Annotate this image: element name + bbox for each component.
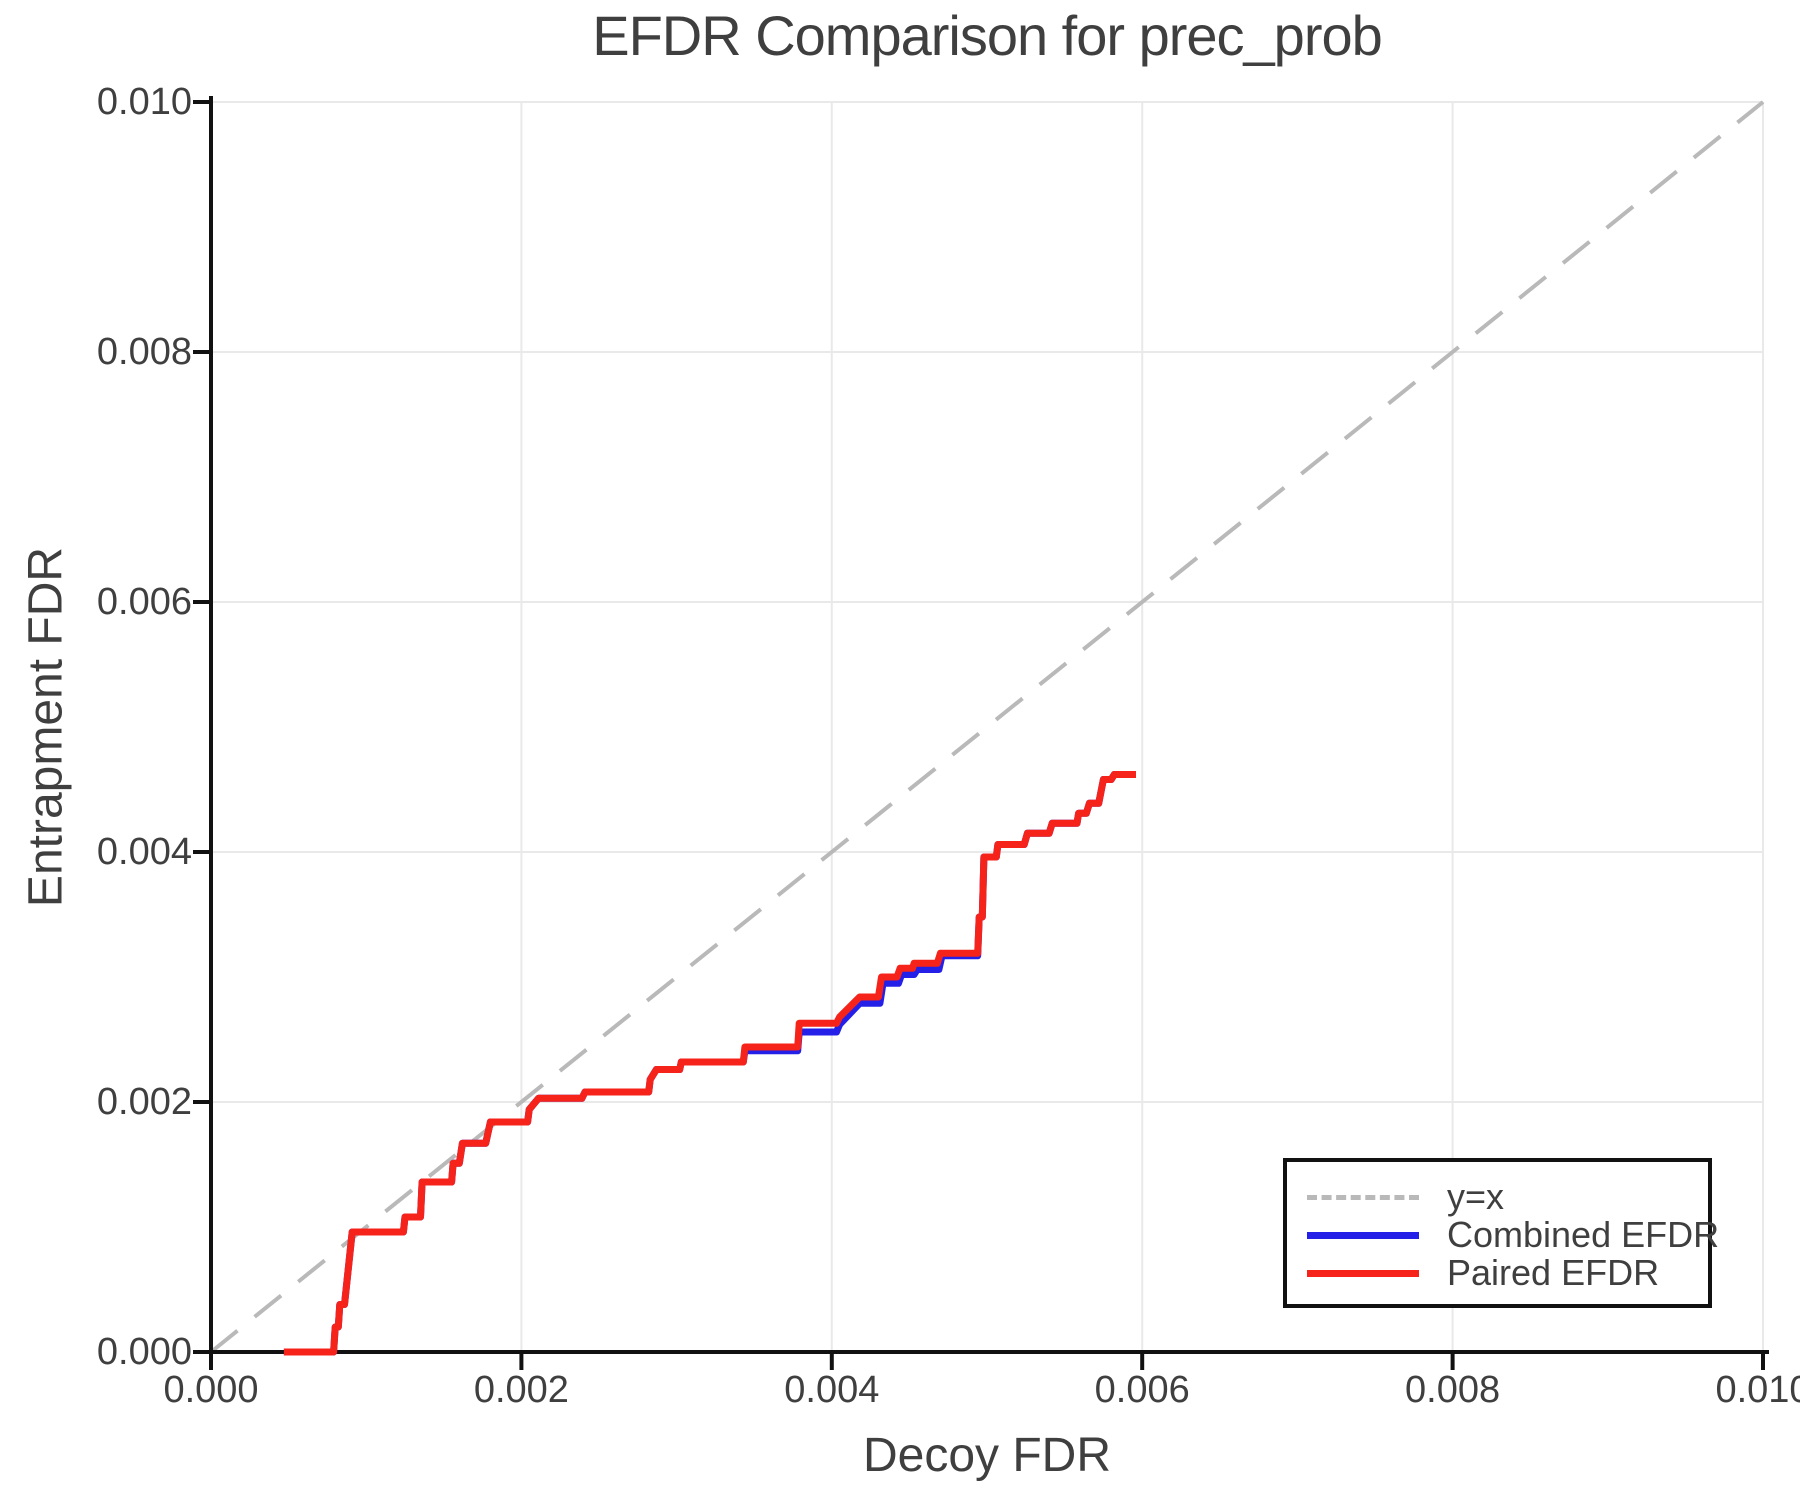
x-tick-label: 0.004 <box>784 1369 880 1411</box>
gridlines <box>211 101 1764 1352</box>
x-axis-label: Decoy FDR <box>862 1429 1112 1482</box>
legend-label-combined: Combined EFDR <box>1447 1214 1720 1255</box>
y-tick-label: 0.006 <box>96 581 192 623</box>
x-tick-label: 0.002 <box>473 1369 569 1411</box>
x-tick-label: 0.010 <box>1715 1369 1800 1411</box>
paired-line-sample-icon <box>1307 1269 1419 1277</box>
tick-marks <box>193 100 1765 1370</box>
x-tick-label: 0.000 <box>163 1369 259 1411</box>
legend: y=x Combined EFDR Paired EFDR <box>1283 1158 1719 1308</box>
legend-entry-paired: Paired EFDR <box>1307 1252 1708 1293</box>
x-tick-label: 0.008 <box>1405 1369 1501 1411</box>
legend-label-paired: Paired EFDR <box>1447 1252 1660 1293</box>
identity-line-sample-icon <box>1307 1194 1419 1200</box>
y-tick-label: 0.010 <box>96 81 192 123</box>
paired-efdr-line <box>283 771 1136 1356</box>
axes <box>209 96 1769 1354</box>
legend-label-identity: y=x <box>1447 1176 1505 1217</box>
y-tick-label: 0.008 <box>96 331 192 373</box>
x-tick-label: 0.006 <box>1094 1369 1190 1411</box>
legend-entry-combined: Combined EFDR <box>1307 1214 1719 1255</box>
y-tick-label: 0.004 <box>96 831 192 873</box>
y-tick-label: 0.000 <box>96 1331 192 1373</box>
y-tick-label: 0.002 <box>96 1081 192 1123</box>
combined-line-sample-icon <box>1307 1231 1419 1239</box>
chart-title: EFDR Comparison for prec_prob <box>592 4 1383 67</box>
legend-entry-identity: y=x <box>1307 1176 1708 1217</box>
